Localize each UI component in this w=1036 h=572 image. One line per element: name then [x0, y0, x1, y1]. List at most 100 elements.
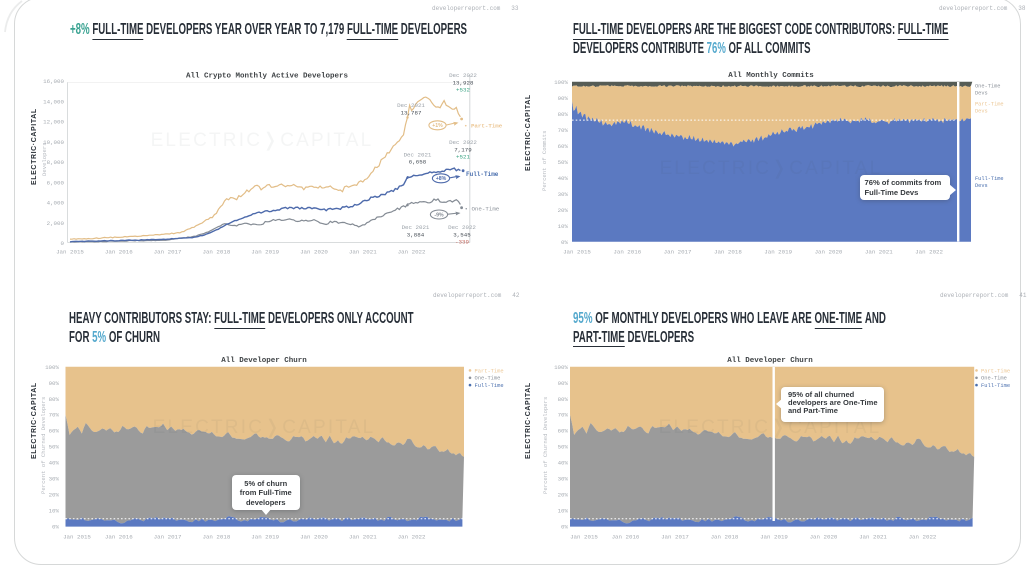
svg-text:14,000: 14,000	[43, 98, 64, 105]
svg-text:60%: 60%	[558, 428, 569, 435]
svg-text:Jan 2019: Jan 2019	[251, 534, 279, 541]
svg-text:+532: +532	[456, 87, 470, 94]
svg-text:Full-Time: Full-Time	[981, 383, 1010, 389]
svg-text:-339: -339	[455, 239, 469, 246]
svg-text:20%: 20%	[558, 207, 569, 214]
svg-text:50%: 50%	[49, 444, 60, 451]
svg-text:+521: +521	[456, 154, 470, 161]
svg-text:Part-Time: Part-Time	[981, 368, 1010, 374]
svg-text:Dec 2021: Dec 2021	[402, 224, 430, 231]
svg-text:100%: 100%	[45, 364, 59, 371]
svg-text:Devs: Devs	[975, 109, 988, 115]
svg-text:Part-Time: Part-Time	[475, 368, 504, 374]
svg-text:Jan 2022: Jan 2022	[398, 534, 426, 541]
svg-text:Jan 2022: Jan 2022	[398, 249, 426, 256]
svg-text:6,000: 6,000	[47, 179, 65, 186]
svg-text:3,884: 3,884	[407, 231, 425, 238]
svg-text:ELECTRIC❭CAPITAL: ELECTRIC❭CAPITAL	[659, 417, 882, 438]
svg-text:Jan 2019: Jan 2019	[764, 249, 792, 256]
svg-text:20%: 20%	[558, 492, 569, 499]
svg-text:10%: 10%	[558, 223, 569, 230]
svg-text:90%: 90%	[558, 95, 569, 102]
svg-text:Part-Time: Part-Time	[975, 102, 1004, 108]
svg-text:Jan 2022: Jan 2022	[909, 534, 937, 541]
svg-text:One-Time: One-Time	[475, 376, 501, 382]
svg-text:Jan 2017: Jan 2017	[664, 249, 692, 256]
svg-text:ELECTRIC❭CAPITAL: ELECTRIC❭CAPITAL	[660, 158, 883, 179]
svg-text:Devs: Devs	[975, 183, 988, 189]
svg-text:+8%: +8%	[436, 176, 447, 182]
svg-text:Jan 2022: Jan 2022	[915, 249, 943, 256]
svg-text:• Part-Time: • Part-Time	[464, 123, 503, 130]
svg-text:0%: 0%	[561, 239, 568, 246]
svg-text:4,000: 4,000	[47, 200, 65, 207]
svg-text:60%: 60%	[558, 143, 569, 150]
svg-text:80%: 80%	[558, 396, 569, 403]
svg-text:Jan 2015: Jan 2015	[63, 534, 91, 541]
svg-text:Jan 2021: Jan 2021	[859, 534, 887, 541]
svg-text:70%: 70%	[49, 412, 60, 419]
svg-text:12,000: 12,000	[43, 119, 64, 126]
svg-text:80%: 80%	[558, 111, 569, 118]
svg-text:Jan 2015: Jan 2015	[56, 249, 84, 256]
svg-text:40%: 40%	[558, 460, 569, 467]
svg-text:30%: 30%	[558, 191, 569, 198]
svg-text:Jan 2016: Jan 2016	[105, 534, 133, 541]
svg-text:Devs: Devs	[975, 91, 988, 97]
svg-text:Jan 2020: Jan 2020	[300, 534, 328, 541]
svg-text:80%: 80%	[49, 396, 60, 403]
svg-text:Jan 2021: Jan 2021	[349, 249, 377, 256]
svg-text:16,000: 16,000	[43, 78, 64, 85]
svg-text:Jan 2021: Jan 2021	[349, 534, 377, 541]
svg-text:Full-Time: Full-Time	[975, 176, 1004, 182]
svg-text:Full-Time: Full-Time	[466, 171, 499, 178]
svg-text:Jan 2018: Jan 2018	[202, 534, 230, 541]
svg-text:10%: 10%	[49, 508, 60, 515]
svg-text:ELECTRIC❭CAPITAL: ELECTRIC❭CAPITAL	[153, 417, 376, 438]
svg-text:50%: 50%	[558, 444, 569, 451]
svg-text:30%: 30%	[49, 476, 60, 483]
svg-text:Full-Time: Full-Time	[475, 383, 504, 389]
svg-text:-9%: -9%	[434, 212, 444, 218]
svg-text:Jan 2015: Jan 2015	[563, 249, 591, 256]
svg-text:8,000: 8,000	[47, 159, 65, 166]
svg-text:2,000: 2,000	[47, 220, 65, 227]
svg-text:13,787: 13,787	[401, 110, 422, 117]
svg-text:0%: 0%	[52, 524, 59, 531]
svg-text:Jan 2015: Jan 2015	[570, 534, 598, 541]
svg-text:Jan 2019: Jan 2019	[251, 249, 279, 256]
svg-text:Jan 2019: Jan 2019	[760, 534, 788, 541]
svg-text:ELECTRIC❭CAPITAL: ELECTRIC❭CAPITAL	[151, 130, 374, 151]
svg-text:10,000: 10,000	[43, 139, 64, 146]
svg-text:60%: 60%	[49, 428, 60, 435]
svg-text:Jan 2021: Jan 2021	[865, 249, 893, 256]
svg-text:All Monthly Commits: All Monthly Commits	[728, 72, 814, 80]
svg-text:6,658: 6,658	[409, 159, 427, 166]
svg-text:20%: 20%	[49, 492, 60, 499]
svg-text:30%: 30%	[558, 476, 569, 483]
svg-text:Jan 2017: Jan 2017	[154, 249, 182, 256]
svg-text:Jan 2016: Jan 2016	[105, 249, 133, 256]
svg-text:Dec 2022: Dec 2022	[449, 72, 477, 79]
svg-text:100%: 100%	[554, 79, 568, 86]
svg-text:+1%: +1%	[432, 123, 443, 129]
svg-text:40%: 40%	[49, 460, 60, 467]
svg-text:3,545: 3,545	[453, 231, 471, 238]
svg-text:Jan 2016: Jan 2016	[613, 249, 641, 256]
svg-text:13,928: 13,928	[453, 79, 474, 86]
svg-text:0%: 0%	[561, 524, 568, 531]
svg-text:90%: 90%	[558, 380, 569, 387]
svg-text:90%: 90%	[49, 380, 60, 387]
svg-text:One-Time: One-Time	[975, 84, 1000, 90]
svg-text:Jan 2020: Jan 2020	[815, 249, 843, 256]
svg-text:Jan 2016: Jan 2016	[612, 534, 640, 541]
svg-text:Dec 2021: Dec 2021	[404, 151, 432, 158]
svg-text:Dec 2022: Dec 2022	[448, 224, 476, 231]
svg-text:All Developer Churn: All Developer Churn	[727, 357, 813, 365]
svg-text:70%: 70%	[558, 127, 569, 134]
svg-text:40%: 40%	[558, 175, 569, 182]
svg-text:Jan 2020: Jan 2020	[300, 249, 328, 256]
svg-text:0: 0	[61, 240, 65, 247]
svg-text:All Developer Churn: All Developer Churn	[221, 357, 307, 365]
svg-text:Jan 2018: Jan 2018	[711, 534, 739, 541]
